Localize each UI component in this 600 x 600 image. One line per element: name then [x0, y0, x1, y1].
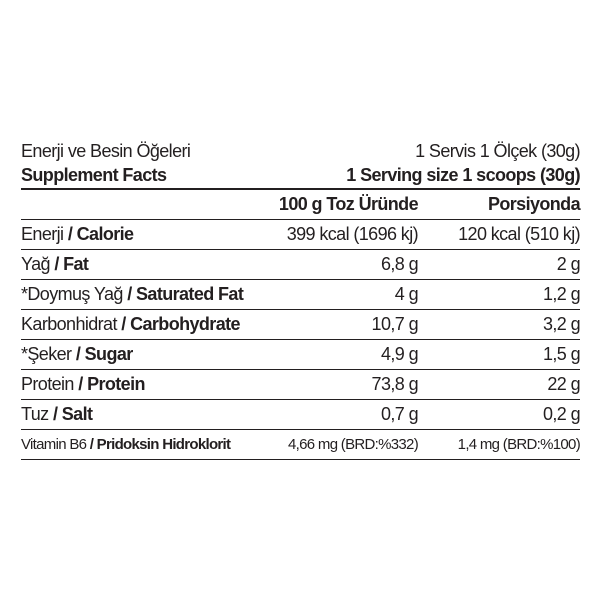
- title-tr: Enerji ve Besin Öğeleri: [21, 141, 191, 161]
- nutrient-name-en-text: Calorie: [76, 224, 134, 244]
- column-headers: 100 g Toz Üründe Porsiyonda: [21, 190, 581, 220]
- nutrient-name: Protein / Protein: [21, 370, 248, 399]
- header-en: Supplement Facts 1 Serving size 1 scoops…: [21, 163, 581, 190]
- value-serving: 120 kcal (510 kj): [458, 224, 580, 244]
- value-per100: 399 kcal (1696 kj): [286, 224, 419, 244]
- nutrient-name-tr: Karbonhidrat: [21, 314, 117, 334]
- column-header-serving: Porsiyonda: [487, 194, 581, 214]
- table-row: *Şeker / Sugar 4,9 g 1,5 g: [21, 340, 581, 370]
- table-row: Yağ / Fat 6,8 g 2 g: [21, 250, 581, 280]
- serving-tr: 1 Servis 1 Ölçek (30g): [415, 141, 580, 161]
- nutrient-name-en: / Protein: [78, 374, 145, 394]
- nutrient-name: Yağ / Fat: [21, 250, 248, 279]
- nutrient-name-en-text: Carbohydrate: [130, 314, 240, 334]
- column-header-per100: 100 g Toz Üründe: [278, 194, 419, 214]
- nutrient-name-en-text: Salt: [61, 404, 93, 424]
- table-row: Protein / Protein 73,8 g 22 g: [21, 370, 581, 400]
- table-row: Vitamin B6 / Pridoksin Hidroklorit 4,66 …: [21, 430, 581, 460]
- table-row: Karbonhidrat / Carbohydrate 10,7 g 3,2 g: [21, 310, 581, 340]
- nutrient-name-en: / Calorie: [67, 224, 134, 244]
- value-per100: 6,8 g: [380, 254, 419, 274]
- title-en: Supplement Facts: [21, 165, 167, 185]
- table-row: *Doymuş Yağ / Saturated Fat 4 g 1,2 g: [21, 280, 581, 310]
- nutrient-name-en: / Saturated Fat: [127, 284, 244, 304]
- nutrient-name-en: / Fat: [54, 254, 89, 274]
- value-per100: 10,7 g: [371, 314, 419, 334]
- nutrient-name-en-text: Sugar: [84, 344, 134, 364]
- table-row: Enerji / Calorie 399 kcal (1696 kj) 120 …: [21, 220, 581, 250]
- header-tr: Enerji ve Besin Öğeleri 1 Servis 1 Ölçek…: [21, 139, 581, 163]
- serving-en: 1 Serving size 1 scoops (30g): [346, 165, 580, 185]
- nutrient-name-en: / Salt: [52, 404, 93, 424]
- nutrient-name-tr: *Doymuş Yağ: [21, 284, 123, 304]
- nutrient-name-tr: Yağ: [21, 254, 51, 274]
- nutrient-name-en: / Sugar: [75, 344, 134, 364]
- value-per100: 4 g: [394, 284, 419, 304]
- value-serving: 1,2 g: [542, 284, 581, 304]
- nutrient-name-en-text: Saturated Fat: [136, 284, 244, 304]
- nutrient-name-tr: Protein: [21, 374, 74, 394]
- nutrient-name-tr: *Şeker: [21, 344, 72, 364]
- value-serving: 22 g: [547, 374, 580, 394]
- nutrient-name-en-text: Pridoksin Hidroklorit: [96, 436, 231, 453]
- value-serving: 2 g: [556, 254, 581, 274]
- nutrient-name: Tuz / Salt: [21, 400, 248, 429]
- nutrient-name: Karbonhidrat / Carbohydrate: [21, 310, 248, 339]
- nutrient-name: Vitamin B6 / Pridoksin Hidroklorit: [21, 430, 248, 459]
- nutrient-name: Enerji / Calorie: [21, 220, 248, 249]
- value-per100: 4,9 g: [380, 344, 419, 364]
- value-serving: 1,5 g: [542, 344, 581, 364]
- value-serving: 1,4 mg (BRD:%100): [457, 436, 581, 453]
- nutrient-name-tr: Tuz: [21, 404, 49, 424]
- nutrient-name-en: / Carbohydrate: [121, 314, 240, 334]
- value-serving: 0,2 g: [542, 404, 581, 424]
- nutrient-name-en-text: Protein: [87, 374, 145, 394]
- value-per100: 4,66 mg (BRD:%332): [288, 436, 419, 453]
- table-row: Tuz / Salt 0,7 g 0,2 g: [21, 400, 581, 430]
- value-serving: 3,2 g: [542, 314, 581, 334]
- nutrient-name: *Şeker / Sugar: [21, 340, 248, 369]
- nutrient-name: *Doymuş Yağ / Saturated Fat: [21, 280, 248, 309]
- nutrient-name-tr: Enerji: [21, 224, 64, 244]
- nutrient-name-tr: Vitamin B6: [21, 436, 87, 453]
- value-per100: 0,7 g: [380, 404, 419, 424]
- value-per100: 73,8 g: [371, 374, 419, 394]
- nutrient-name-en: / Pridoksin Hidroklorit: [89, 436, 231, 453]
- nutrient-name-en-text: Fat: [63, 254, 89, 274]
- supplement-facts-table: Enerji ve Besin Öğeleri 1 Servis 1 Ölçek…: [21, 139, 581, 460]
